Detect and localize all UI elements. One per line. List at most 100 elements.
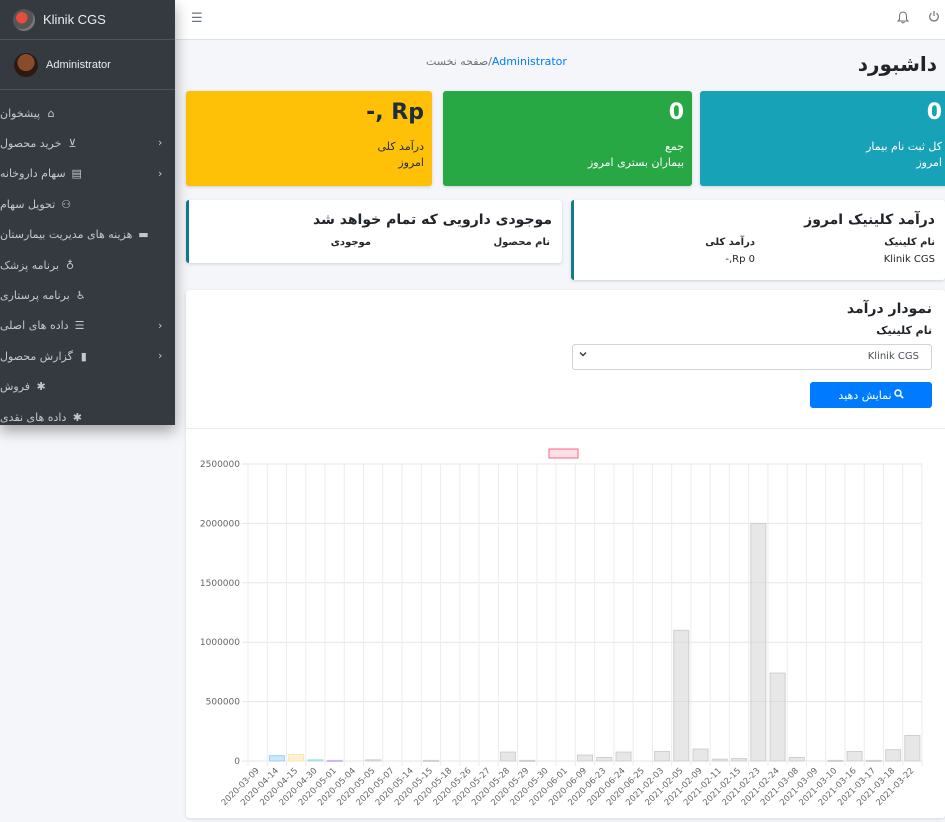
clinic-select[interactable]: Klinik CGS — [572, 344, 932, 370]
show-button[interactable]: نمایش دهید — [810, 382, 932, 408]
bar — [519, 759, 536, 762]
sidebar-item-label: برنامه پزشک — [0, 258, 60, 272]
bar — [846, 750, 863, 762]
y-tick-label: 2500000 — [200, 460, 240, 470]
bar — [596, 756, 613, 762]
bar — [268, 755, 285, 762]
avatar — [14, 52, 38, 77]
income-today-label: درآمد کلی — [377, 140, 424, 153]
bar — [885, 749, 902, 762]
sidebar-item-10[interactable]: ✱ داده های نقدی — [0, 402, 175, 432]
breadcrumb-home[interactable]: صفحه نخست — [426, 55, 489, 68]
money-icon: ▬ — [138, 228, 149, 242]
sidebar-item-label: خرید محصول — [0, 137, 62, 151]
bar — [673, 629, 690, 762]
legend-swatch — [548, 448, 579, 459]
sidebar-item-label: فروش — [0, 380, 31, 394]
gear-icon: ✱ — [72, 410, 82, 424]
bar — [307, 759, 324, 762]
divider — [186, 428, 945, 429]
sidebar-item-label: داده های اصلی — [0, 319, 69, 333]
clinic-income-title: درآمد کلینیک امروز — [804, 212, 935, 228]
clinic-name-cell: Klinik CGS — [883, 254, 935, 265]
stethoscope-icon: ♁ — [66, 258, 75, 272]
chevron-left-icon: ‹ — [158, 349, 163, 363]
inpatients-today-label: جمع — [664, 140, 684, 153]
low-stock-card: موجودی دارویی که تمام خواهد شد نام محصول… — [186, 200, 562, 263]
income-chart-title: نمودار درآمد — [846, 301, 932, 317]
bar — [365, 759, 382, 762]
sidebar-item-label: برنامه پرستاری — [0, 289, 70, 303]
sidebar-item-label: تحویل سهام — [0, 197, 56, 211]
sidebar-item-6[interactable]: ♿ برنامه پرستاری — [0, 280, 175, 310]
bar — [711, 758, 728, 762]
cart-icon: ⊻ — [68, 137, 77, 151]
building-icon: ▤ — [71, 167, 82, 181]
bar — [692, 748, 709, 762]
chevron-left-icon: ‹ — [158, 166, 163, 180]
clinic-name-header: نام کلینیک — [884, 237, 935, 248]
y-tick-label: 1500000 — [200, 579, 240, 589]
show-button-label: نمایش دهید — [838, 388, 892, 402]
sidebar-item-label: سهام داروخانه — [0, 167, 66, 181]
sidebar-item-8[interactable]: ▮ گزارش محصول ‹ — [0, 341, 175, 371]
brand-logo — [13, 8, 35, 31]
top-navbar: ☰ — [175, 0, 945, 40]
sidebar-item-5[interactable]: ♁ برنامه پزشک — [0, 250, 175, 280]
chevron-left-icon: ‹ — [158, 136, 163, 150]
sidebar-item-label: پیشخوان — [0, 106, 41, 120]
bar — [904, 734, 921, 762]
sidebar-item-2[interactable]: ▤ سهام داروخانه ‹ — [0, 159, 175, 189]
inpatients-today-sublabel: بیماران بستری امروز — [587, 156, 684, 169]
income-today-value: Rp ,- — [366, 100, 424, 125]
sidebar-item-9[interactable]: ✱ فروش — [0, 372, 175, 402]
sidebar-item-4[interactable]: ▬ هزینه های مدیریت بیمارستان — [0, 220, 175, 250]
clinic-income-card: درآمد کلینیک امروز نام کلینیک درآمد کلی … — [571, 200, 945, 280]
bar — [576, 754, 594, 762]
income-today-sublabel: امروز — [398, 156, 424, 169]
bar — [654, 750, 671, 762]
chevron-left-icon: ‹ — [158, 318, 163, 332]
brand-link[interactable]: Klinik CGS — [0, 0, 175, 40]
bar — [326, 759, 343, 762]
sidebar-item-label: هزینه های مدیریت بیمارستان — [0, 228, 133, 242]
breadcrumb-separator: / — [488, 55, 492, 68]
sidebar-item-0[interactable]: ⌂ پیشخوان — [0, 98, 175, 128]
bar — [827, 759, 844, 762]
income-bar-chart: 050000010000001500000200000025000002020-… — [200, 448, 923, 808]
patients-today-box: 0 کل ثبت نام بیمار امروز — [700, 91, 945, 186]
patients-today-sublabel: امروز — [916, 156, 942, 169]
home-icon: ⌂ — [47, 106, 55, 120]
sidebar-item-3[interactable]: ⚇ تحویل سهام — [0, 189, 175, 219]
wheelchair-icon: ♿ — [75, 289, 86, 303]
sidebar-item-7[interactable]: ☰ داده های اصلی ‹ — [0, 311, 175, 341]
bar — [769, 672, 786, 762]
y-tick-label: 1000000 — [200, 638, 240, 648]
bar — [615, 751, 632, 762]
list-icon: ☰ — [74, 319, 85, 333]
user-panel[interactable]: Administrator — [0, 40, 175, 90]
sidebar-item-1[interactable]: ⊻ خرید محصول ‹ — [0, 128, 175, 158]
bell-icon[interactable] — [896, 11, 910, 27]
page-title: داشبورد — [857, 52, 937, 76]
menu-toggle-icon[interactable]: ☰ — [191, 11, 203, 26]
power-icon[interactable] — [928, 10, 940, 27]
sidebar-item-label: داده های نقدی — [0, 410, 67, 424]
sidebar-nav: ⌂ پیشخوان ⊻ خرید محصول ‹ ▤ سهام داروخانه ‹ ⚇ تحوی… — [0, 90, 175, 432]
clinic-total-cell: Rp 0,- — [725, 254, 755, 265]
inpatients-today-box: 0 جمع بیماران بستری امروز — [443, 91, 692, 186]
bar — [422, 759, 439, 762]
breadcrumb-current[interactable]: Administrator — [491, 55, 567, 68]
income-chart-card: نمودار درآمد نام کلینیک Klinik CGS نمایش… — [186, 290, 945, 818]
clinic-select-label: نام کلینیک — [876, 324, 932, 337]
patients-today-value: 0 — [926, 100, 942, 125]
chevron-down-icon — [579, 350, 587, 361]
bar — [750, 522, 767, 762]
gear-icon: ✱ — [36, 380, 46, 394]
people-carry-icon: ⚇ — [61, 197, 72, 211]
breadcrumb: صفحه نخست/Administrator — [426, 55, 573, 68]
inpatients-today-value: 0 — [668, 100, 684, 125]
user-name[interactable]: Administrator — [46, 58, 111, 71]
bar — [731, 758, 748, 762]
sidebar-item-label: گزارش محصول — [0, 349, 73, 363]
